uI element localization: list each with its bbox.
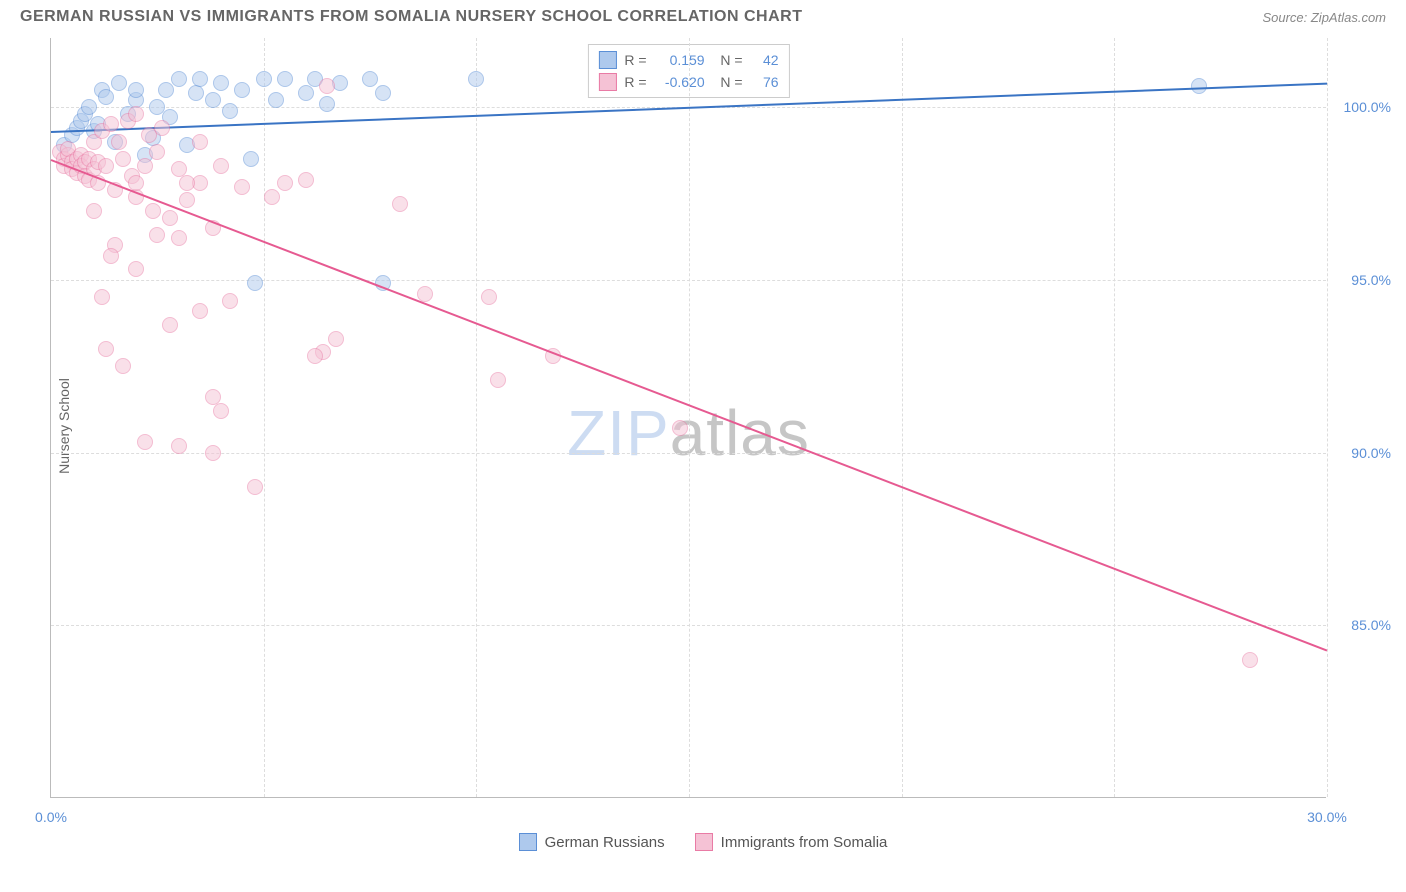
y-tick-label: 90.0% <box>1351 445 1391 461</box>
scatter-point <box>171 71 187 87</box>
stat-n-label: N = <box>713 74 743 90</box>
vertical-gridline <box>902 38 903 797</box>
scatter-point <box>277 71 293 87</box>
scatter-point <box>162 210 178 226</box>
scatter-point <box>128 261 144 277</box>
scatter-point <box>115 358 131 374</box>
scatter-point <box>328 331 344 347</box>
scatter-point <box>392 196 408 212</box>
scatter-point <box>103 116 119 132</box>
scatter-point <box>319 96 335 112</box>
scatter-point <box>205 92 221 108</box>
scatter-point <box>222 293 238 309</box>
scatter-plot-area: ZIPatlas R =0.159 N =42R =-0.620 N =76 8… <box>50 38 1326 798</box>
scatter-point <box>268 92 284 108</box>
scatter-point <box>154 120 170 136</box>
scatter-point <box>94 289 110 305</box>
stat-r-value: -0.620 <box>655 74 705 90</box>
x-tick-label: 0.0% <box>35 809 67 825</box>
scatter-point <box>264 189 280 205</box>
stat-n-value: 76 <box>751 74 779 90</box>
scatter-point <box>417 286 433 302</box>
scatter-point <box>247 275 263 291</box>
vertical-gridline <box>264 38 265 797</box>
scatter-point <box>222 103 238 119</box>
legend-swatch <box>519 833 537 851</box>
scatter-point <box>179 175 195 191</box>
scatter-point <box>298 172 314 188</box>
scatter-point <box>111 75 127 91</box>
scatter-point <box>192 71 208 87</box>
scatter-point <box>375 85 391 101</box>
scatter-point <box>277 175 293 191</box>
scatter-point <box>162 317 178 333</box>
scatter-point <box>98 158 114 174</box>
legend-label: Immigrants from Somalia <box>721 834 888 851</box>
legend-swatch <box>695 833 713 851</box>
scatter-point <box>234 82 250 98</box>
y-tick-label: 95.0% <box>1351 272 1391 288</box>
scatter-point <box>103 248 119 264</box>
chart-title: GERMAN RUSSIAN VS IMMIGRANTS FROM SOMALI… <box>20 8 803 26</box>
vertical-gridline <box>689 38 690 797</box>
scatter-point <box>171 230 187 246</box>
scatter-point <box>192 303 208 319</box>
scatter-point <box>205 445 221 461</box>
scatter-point <box>81 99 97 115</box>
scatter-point <box>213 403 229 419</box>
scatter-point <box>481 289 497 305</box>
scatter-point <box>188 85 204 101</box>
scatter-point <box>213 75 229 91</box>
stat-r-label: R = <box>624 74 646 90</box>
scatter-point <box>256 71 272 87</box>
scatter-point <box>171 438 187 454</box>
scatter-point <box>98 341 114 357</box>
scatter-point <box>137 158 153 174</box>
scatter-point <box>243 151 259 167</box>
stat-n-label: N = <box>713 52 743 68</box>
scatter-point <box>149 227 165 243</box>
scatter-point <box>145 203 161 219</box>
scatter-point <box>490 372 506 388</box>
scatter-point <box>247 479 263 495</box>
scatter-point <box>213 158 229 174</box>
scatter-point <box>115 151 131 167</box>
vertical-gridline <box>476 38 477 797</box>
x-tick-label: 30.0% <box>1307 809 1347 825</box>
legend-label: German Russians <box>545 834 665 851</box>
scatter-point <box>86 203 102 219</box>
legend-item: Immigrants from Somalia <box>695 833 888 851</box>
scatter-point <box>468 71 484 87</box>
scatter-point <box>149 144 165 160</box>
scatter-point <box>137 434 153 450</box>
stat-r-value: 0.159 <box>655 52 705 68</box>
scatter-point <box>128 106 144 122</box>
scatter-point <box>319 78 335 94</box>
stat-n-value: 42 <box>751 52 779 68</box>
vertical-gridline <box>1114 38 1115 797</box>
scatter-point <box>111 134 127 150</box>
chart-legend: German Russians Immigrants from Somalia <box>0 833 1406 851</box>
scatter-point <box>672 420 688 436</box>
vertical-gridline <box>1327 38 1328 797</box>
scatter-point <box>307 348 323 364</box>
scatter-point <box>1242 652 1258 668</box>
source-attribution: Source: ZipAtlas.com <box>1262 10 1386 25</box>
scatter-point <box>128 82 144 98</box>
series-swatch <box>598 73 616 91</box>
y-tick-label: 85.0% <box>1351 617 1391 633</box>
scatter-point <box>298 85 314 101</box>
scatter-point <box>98 89 114 105</box>
scatter-point <box>192 134 208 150</box>
series-swatch <box>598 51 616 69</box>
legend-item: German Russians <box>519 833 665 851</box>
stat-r-label: R = <box>624 52 646 68</box>
scatter-point <box>234 179 250 195</box>
scatter-point <box>362 71 378 87</box>
scatter-point <box>179 192 195 208</box>
y-tick-label: 100.0% <box>1344 99 1391 115</box>
